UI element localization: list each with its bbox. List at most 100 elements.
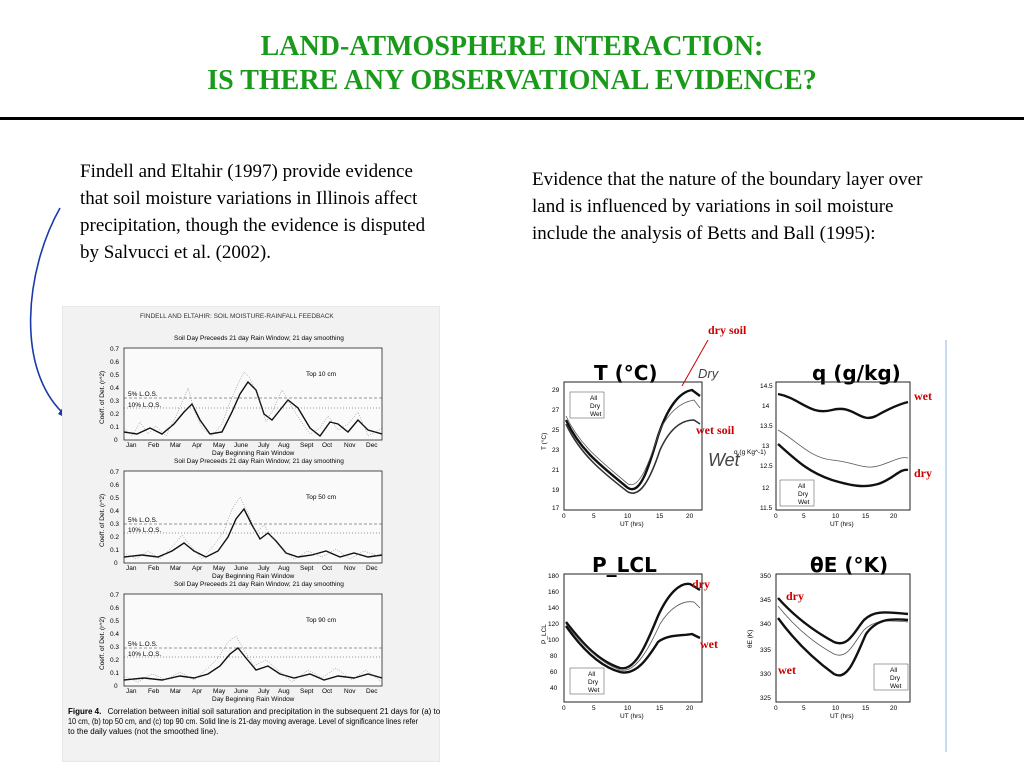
month-label: Aug (278, 688, 290, 695)
los-5: 5% L.O.S. (128, 517, 158, 524)
figure-header: FINDELL AND ELTAHIR: SOIL MOISTURE-RAINF… (140, 313, 334, 320)
month-label: Nov (344, 565, 356, 572)
xtick: 10 (832, 513, 840, 520)
month-label: Oct (322, 688, 332, 695)
ytick: 0.6 (110, 359, 119, 366)
ytick: 100 (548, 637, 559, 644)
ytick: 0.6 (110, 482, 119, 489)
xtick: 5 (592, 513, 596, 520)
panel-title: Soil Day Preceeds 21 day Rain Window; 21… (174, 458, 344, 465)
x-axis-label: UT (hrs) (620, 521, 644, 528)
x-axis-label: UT (hrs) (620, 713, 644, 720)
month-label: Aug (278, 442, 290, 449)
annotation-theta-dry: dry (786, 589, 804, 603)
month-label: Jan (126, 442, 137, 449)
panel-depth-label: Top 50 cm (306, 494, 336, 501)
month-label: Oct (322, 442, 332, 449)
ytick: 0.2 (110, 534, 119, 541)
month-label: Sept (300, 688, 314, 695)
ytick: 17 (552, 505, 560, 512)
ytick: 0.3 (110, 521, 119, 528)
caption-line-1: Correlation between initial soil saturat… (108, 707, 440, 716)
x-axis-label: Day Beginning Rain Window (212, 696, 295, 703)
ytick: 340 (760, 621, 771, 628)
x-axis-label: Day Beginning Rain Window (212, 573, 295, 580)
ytick: 0.7 (110, 469, 119, 476)
legend-all: All (588, 671, 596, 678)
legend-dry: Dry (890, 675, 901, 682)
ytick: 80 (550, 653, 558, 660)
ytick: 330 (760, 671, 771, 678)
xtick: 10 (832, 705, 840, 712)
x-axis-label: UT (hrs) (830, 521, 854, 528)
ytick: 0 (114, 437, 118, 444)
title-line-2: IS THERE ANY OBSERVATIONAL EVIDENCE? (207, 65, 817, 96)
ytick: 0.4 (110, 508, 119, 515)
xtick: 10 (624, 705, 632, 712)
panel-theta-e: θE (°K) 350 345 340 335 330 325 θE (K) A… (747, 553, 911, 720)
ytick: 345 (760, 597, 771, 604)
svg-text:Figure 4. Correlation be: Figure 4. Correlation between initial so… (68, 707, 440, 716)
month-label: Apr (192, 565, 203, 572)
y-unit: T (°C) (540, 433, 548, 450)
ytick: 0.4 (110, 631, 119, 638)
ytick: 60 (550, 669, 558, 676)
ytick: 0.1 (110, 424, 119, 431)
x-axis-label: Day Beginning Rain Window (212, 450, 295, 457)
ytick: 23 (552, 447, 560, 454)
ytick: 120 (548, 621, 559, 628)
los-10: 10% L.O.S. (128, 651, 161, 658)
y-unit: P_LCL (541, 624, 548, 644)
xtick: 20 (890, 513, 898, 520)
ytick: 0.1 (110, 547, 119, 554)
xtick: 15 (862, 513, 870, 520)
ytick: 29 (552, 387, 560, 394)
xtick: 5 (592, 705, 596, 712)
panel-depth-label: Top 10 cm (306, 371, 336, 378)
ytick: 0.4 (110, 385, 119, 392)
handwritten-wet: Wet (708, 450, 741, 470)
los-10: 10% L.O.S. (128, 402, 161, 409)
annotation-P-wet: wet (700, 637, 718, 651)
ytick: 0 (114, 560, 118, 567)
legend-all: All (798, 483, 806, 490)
ytick: 0 (114, 683, 118, 690)
ytick: 13.5 (760, 423, 773, 430)
title-divider (0, 117, 1024, 120)
ytick: 27 (552, 407, 560, 414)
y-axis-label: Coeff. of Det. (r^2) (99, 494, 106, 547)
month-label: Dec (366, 442, 378, 449)
annotation-dry-soil: dry soil (708, 323, 747, 337)
ytick: 40 (550, 685, 558, 692)
boundary-layer-figure: T (°C) 29 27 25 23 21 19 17 T (°C) All D… (540, 323, 950, 760)
month-label: Feb (148, 565, 160, 572)
panel-T-title: T (°C) (594, 361, 658, 385)
month-label: Apr (192, 442, 203, 449)
month-label: June (234, 688, 248, 695)
month-label: July (258, 442, 270, 449)
month-label: May (213, 565, 226, 572)
panel-humidity: q (g/kg) 14.5 14 13.5 13 12.5 12 11.5 q … (734, 361, 911, 528)
xtick: 5 (802, 705, 806, 712)
soil-moisture-figure: FINDELL AND ELTAHIR: SOIL MOISTURE-RAINF… (62, 306, 440, 762)
ytick: 335 (760, 647, 771, 654)
ytick: 0.5 (110, 618, 119, 625)
caption-line-2: 10 cm, (b) top 50 cm, and (c) top 90 cm.… (68, 717, 418, 726)
panel-top-50cm: Soil Day Preceeds 21 day Rain Window; 21… (99, 458, 383, 580)
handwritten-dry: Dry (698, 366, 720, 381)
ytick: 0.7 (110, 592, 119, 599)
ytick: 19 (552, 487, 560, 494)
ytick: 350 (760, 573, 771, 580)
ytick: 21 (552, 467, 560, 474)
panel-top-90cm: Soil Day Preceeds 21 day Rain Window; 21… (99, 581, 383, 703)
ytick: 0.7 (110, 346, 119, 353)
ytick: 12.5 (760, 463, 773, 470)
month-label: July (258, 565, 270, 572)
ytick: 14 (762, 403, 770, 410)
month-label: Nov (344, 442, 356, 449)
ytick: 160 (548, 589, 559, 596)
xtick: 15 (656, 513, 664, 520)
caption-line-3: to the daily values (not the smoothed li… (68, 727, 218, 736)
ytick: 0.2 (110, 657, 119, 664)
ytick: 14.5 (760, 383, 773, 390)
